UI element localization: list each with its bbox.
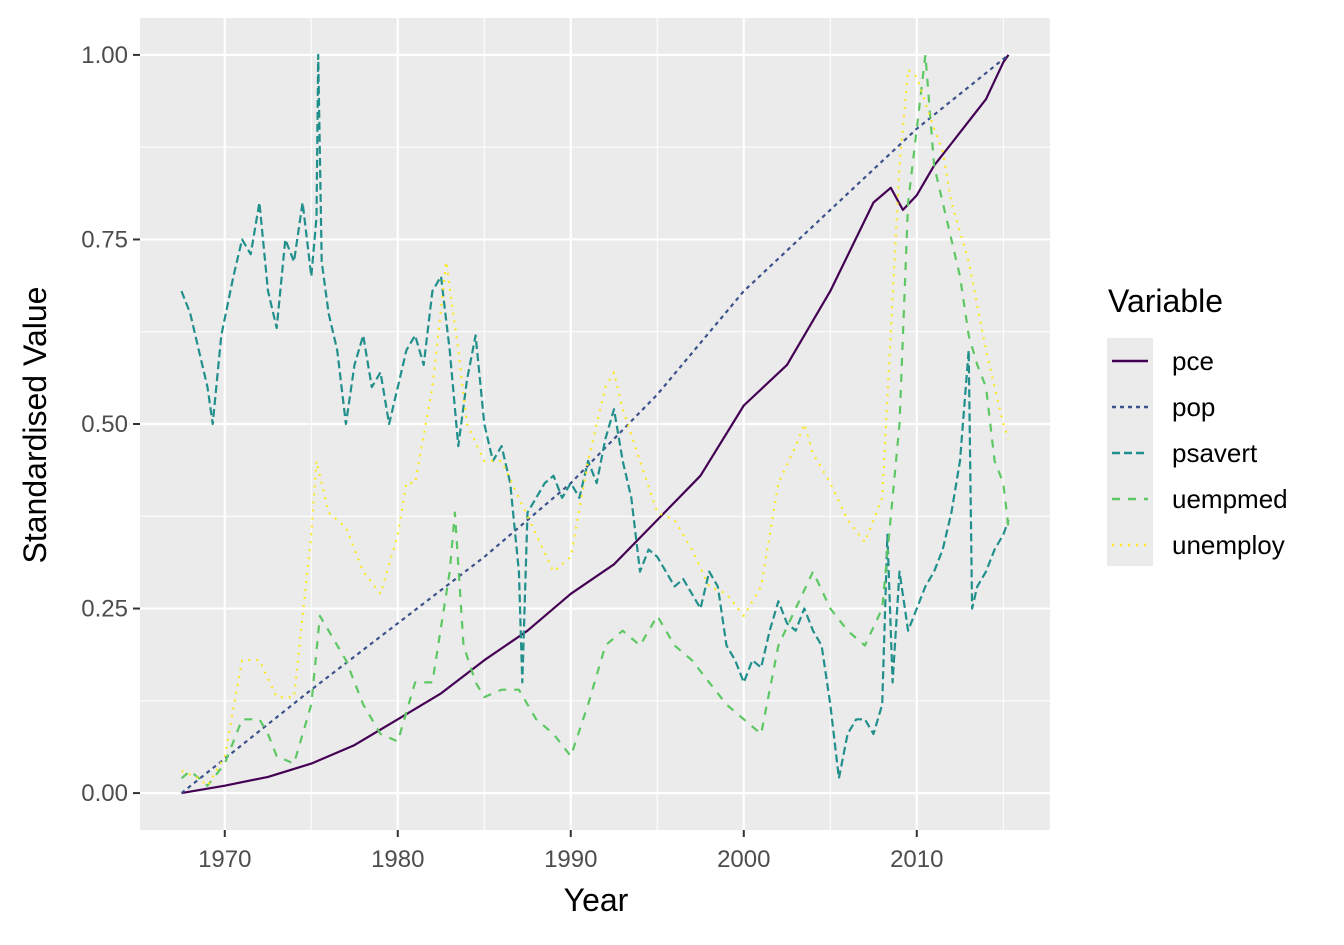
x-tick-label: 2010 — [890, 846, 943, 873]
legend-label-uempmed: uempmed — [1172, 484, 1288, 514]
legend-label-pop: pop — [1172, 392, 1215, 422]
legend-label-pce: pce — [1172, 346, 1214, 376]
legend-label-psavert: psavert — [1172, 438, 1258, 468]
series-line-uempmed — [180, 53, 1010, 787]
legend: Variable pce pop psavert uempmed unemploy — [1107, 283, 1288, 566]
y-tick-label: 0.25 — [81, 596, 128, 623]
y-tick-label: 0.50 — [81, 411, 128, 438]
x-axis-title: Year — [564, 882, 629, 918]
x-tick-label: 2000 — [717, 846, 770, 873]
series-line-unemploy — [181, 68, 1010, 787]
series-lines — [180, 53, 1010, 795]
gridlines — [137, 18, 1050, 830]
y-tick-label: 1.00 — [81, 42, 128, 69]
y-tick-label: 0.75 — [81, 226, 128, 253]
y-axis-title: Standardised Value — [17, 287, 53, 564]
x-tick-label: 1980 — [371, 846, 424, 873]
x-tick-label: 1990 — [544, 846, 597, 873]
axes: 1970 1980 1990 2000 2010 0.00 0.25 0.50 0.75 1.00 — [81, 42, 943, 873]
series-line-pce — [181, 54, 1010, 795]
series-line-psavert — [180, 53, 1010, 780]
x-tick-label: 1970 — [198, 846, 251, 873]
legend-title: Variable — [1108, 283, 1223, 319]
legend-label-unemploy: unemploy — [1172, 530, 1285, 560]
y-tick-label: 0.00 — [81, 780, 128, 807]
